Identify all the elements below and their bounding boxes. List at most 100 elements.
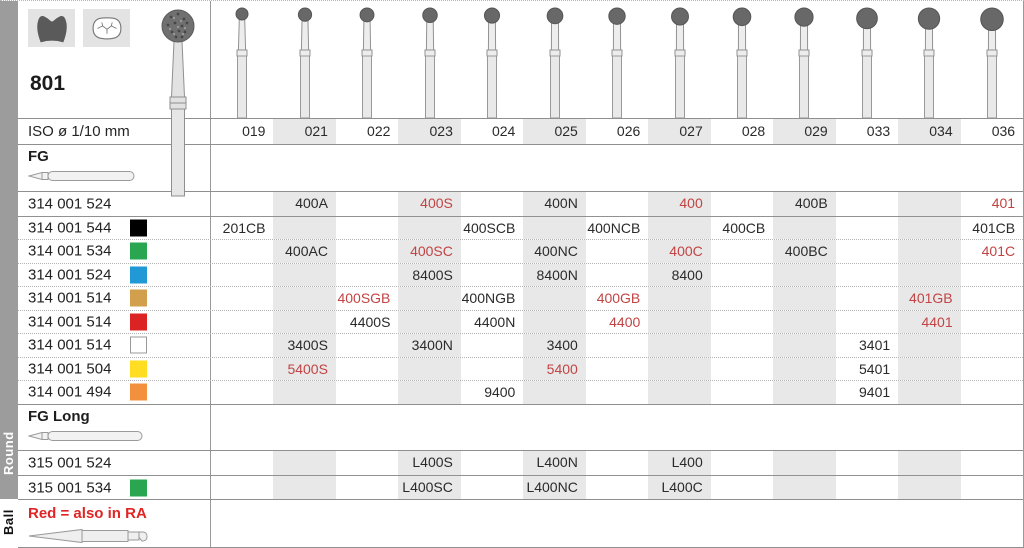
table-row: 315 001 524 L400S L400N L400 [18, 451, 1023, 475]
empty-cell [773, 287, 836, 310]
code-cell-401CB: 401CB [972, 219, 1016, 236]
fg-long-section-blank [211, 405, 1023, 450]
code-cell-4400N: 4400N [474, 313, 516, 330]
size-header-022: 022 [367, 123, 391, 139]
empty-cell [711, 192, 773, 216]
size-header-026: 026 [616, 123, 641, 139]
empty-cell [336, 264, 398, 287]
table-row: 314 001 514 3400S 3400N 3400 3401 [18, 333, 1023, 357]
empty-cell [336, 451, 398, 475]
bur-image-022 [336, 1, 398, 118]
empty-cell [211, 476, 273, 499]
empty-cell [398, 357, 461, 381]
iso-number-cell: 314 001 524 [18, 263, 211, 287]
code-cell-4400: 4400 [609, 313, 641, 330]
empty-cell [648, 310, 711, 334]
code-cell-3400N: 3400N [398, 334, 461, 357]
table-row: 314 001 534 400AC 400SC 400NC 400C 400BC 401C [18, 239, 1023, 263]
empty-cell [211, 192, 273, 216]
empty-cell [336, 358, 398, 381]
empty-cell [211, 334, 273, 357]
empty-cell [211, 451, 273, 475]
empty-cell [398, 287, 461, 310]
iso-order-number: 314 001 534 [28, 242, 112, 260]
empty-cell [773, 476, 836, 499]
size-header-029: 029 [773, 119, 836, 144]
bur-image-024 [461, 1, 523, 118]
occlusal-surface-icon [83, 9, 130, 47]
empty-cell [273, 216, 336, 240]
code-cell-4400S: 4400S [349, 313, 391, 330]
code-cell-8400N: 8400N [523, 263, 586, 287]
empty-cell [836, 476, 898, 499]
empty-cell [898, 192, 961, 216]
bur-image-019 [211, 1, 273, 118]
code-cell-400NCB: 400NCB [587, 219, 641, 236]
code-cell-400SC: 400SC [398, 240, 461, 263]
grit-color-square [130, 219, 147, 237]
code-cell-401C: 401C [981, 243, 1016, 260]
iso-number-cell: 314 001 514 [18, 334, 211, 357]
empty-cell [648, 334, 711, 357]
fg-section-row: FG [18, 145, 1023, 193]
size-header-019: 019 [242, 123, 266, 139]
table-row: 314 001 524 8400S 8400N 8400 [18, 262, 1023, 287]
empty-cell [586, 451, 648, 475]
size-header-021: 021 [273, 119, 336, 144]
fg-section-blank [211, 145, 1023, 191]
code-cell-3400: 3400 [523, 334, 586, 357]
empty-cell [773, 310, 836, 334]
empty-cell [398, 310, 461, 334]
empty-cell [836, 240, 898, 263]
bur-image-036 [961, 1, 1023, 118]
empty-cell [898, 451, 961, 475]
grit-color-square [130, 383, 147, 401]
empty-cell [773, 451, 836, 475]
empty-cell [336, 240, 398, 263]
empty-cell [961, 334, 1023, 357]
empty-cell [961, 287, 1023, 310]
code-cell-9400: 9400 [484, 384, 516, 401]
empty-cell [711, 334, 773, 357]
empty-cell [773, 381, 836, 404]
empty-cell [586, 334, 648, 357]
empty-cell [273, 451, 336, 475]
code-cell-400SGB: 400SGB [337, 290, 391, 307]
empty-cell [461, 240, 523, 263]
empty-cell [586, 381, 648, 404]
iso-order-number: 314 001 504 [28, 360, 112, 378]
size-header-033: 033 [866, 123, 891, 139]
iso-number-cell: 314 001 524 [18, 192, 211, 216]
empty-cell [836, 192, 898, 216]
code-cell-5400S: 5400S [273, 357, 336, 381]
iso-number-cell: 315 001 524 [18, 451, 211, 475]
iso-order-number: 314 001 514 [28, 336, 112, 354]
size-header-028: 028 [741, 123, 766, 139]
iso-number-cell: 314 001 494 [18, 381, 211, 404]
iso-diameter-label: ISO ø 1/10 mm [18, 119, 211, 144]
code-cell-201CB: 201CB [222, 219, 266, 236]
fg-shank-icon [28, 171, 135, 181]
iso-number-cell: 314 001 514 [18, 310, 211, 334]
empty-cell [898, 240, 961, 263]
size-header-row: ISO ø 1/10 mm 019 021 022 023 024 025 026 027 02… [18, 118, 1023, 145]
empty-cell [211, 381, 273, 404]
empty-cell [336, 217, 398, 240]
bur-image-027 [648, 1, 710, 118]
grit-color-square [130, 266, 147, 284]
empty-cell [836, 264, 898, 287]
fg-section-label: FG [28, 148, 49, 165]
empty-cell [961, 311, 1023, 334]
empty-cell [273, 381, 336, 404]
code-cell-400CB: 400CB [722, 219, 766, 236]
empty-cell [711, 358, 773, 381]
bur-image-023 [398, 1, 460, 118]
empty-cell [648, 287, 711, 310]
code-cell-3401: 3401 [859, 337, 891, 354]
bur-image-029 [773, 1, 835, 118]
empty-cell [398, 216, 461, 240]
code-cell-4401: 4401 [898, 310, 961, 334]
iso-order-number: 315 001 534 [28, 479, 112, 496]
code-cell-400: 400 [648, 192, 711, 216]
code-cell-400BC: 400BC [773, 240, 836, 263]
